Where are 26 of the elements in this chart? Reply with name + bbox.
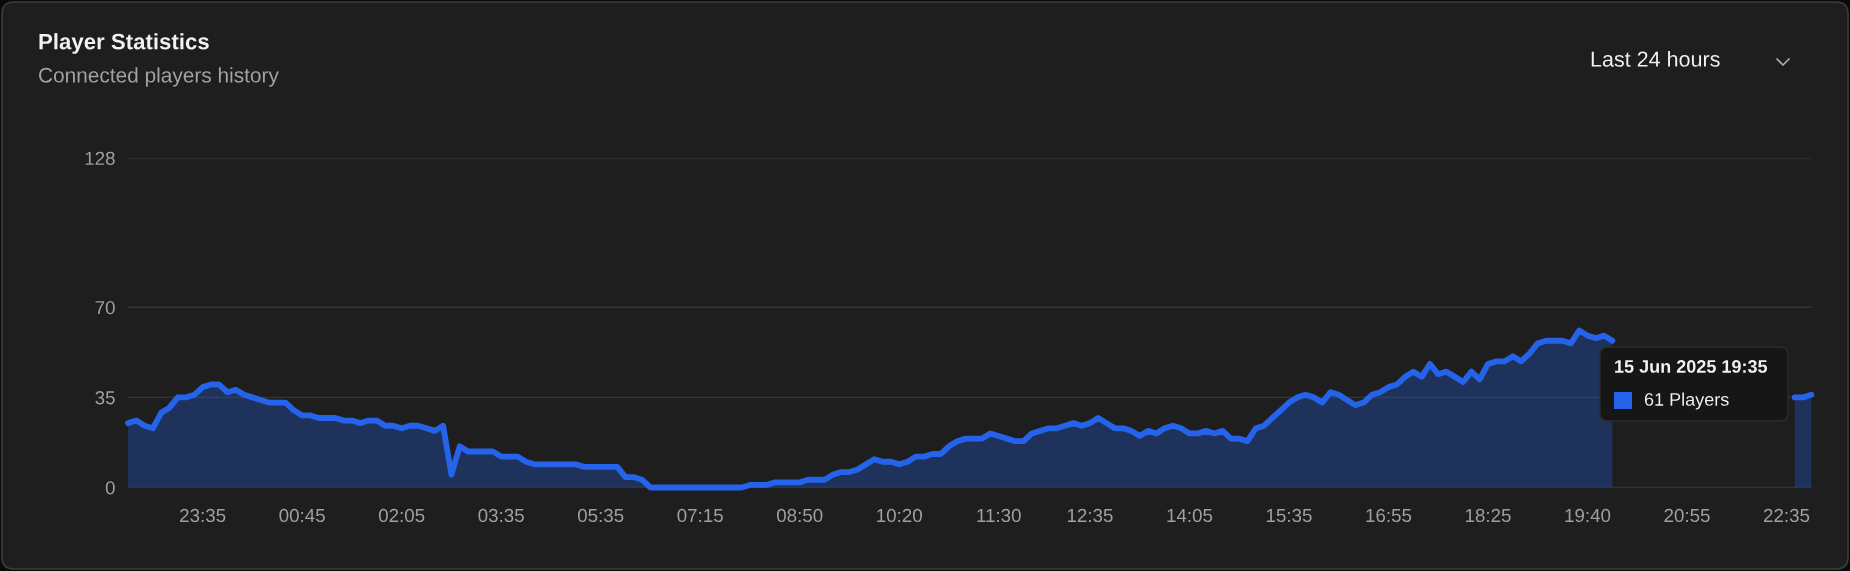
x-tick-label: 03:35 [478,508,524,523]
x-tick-label: 07:15 [677,508,723,523]
text: Last 24 hours [1591,50,1720,67]
annotation: 61 Players [1644,392,1729,410]
y-tick-label: 35 [95,391,115,405]
x-tick-label: 15:35 [1266,508,1312,523]
x-tick-label: 16:55 [1366,508,1412,523]
x-tick-label: 08:50 [776,508,823,523]
x-tick-label: 11:30 [977,508,1021,523]
y-tick-label: 70 [95,301,115,315]
x-tick-label: 00:45 [279,508,325,523]
x-tick-label: 18:25 [1465,508,1511,523]
y-tick-label: 128 [85,151,115,165]
x-tick-label: 14:05 [1167,508,1213,523]
annotation: 15 Jun 2025 19:35 [1615,360,1768,373]
x-tick-label: 23:35 [180,508,226,523]
y-tick-label: 0 [105,481,115,495]
chart-subtitle: Connected players history [39,67,279,87]
x-tick-label: 20:55 [1664,508,1710,523]
x-tick-label: 10:20 [877,508,922,523]
chart-title: Player Statistics [39,33,209,54]
x-tick-label: 12:35 [1067,508,1113,523]
x-tick-label: 05:35 [577,508,624,523]
x-tick-label: 02:05 [378,508,425,523]
x-tick-label: 22:35 [1764,508,1810,523]
x-tick-label: 19:40 [1565,508,1611,523]
